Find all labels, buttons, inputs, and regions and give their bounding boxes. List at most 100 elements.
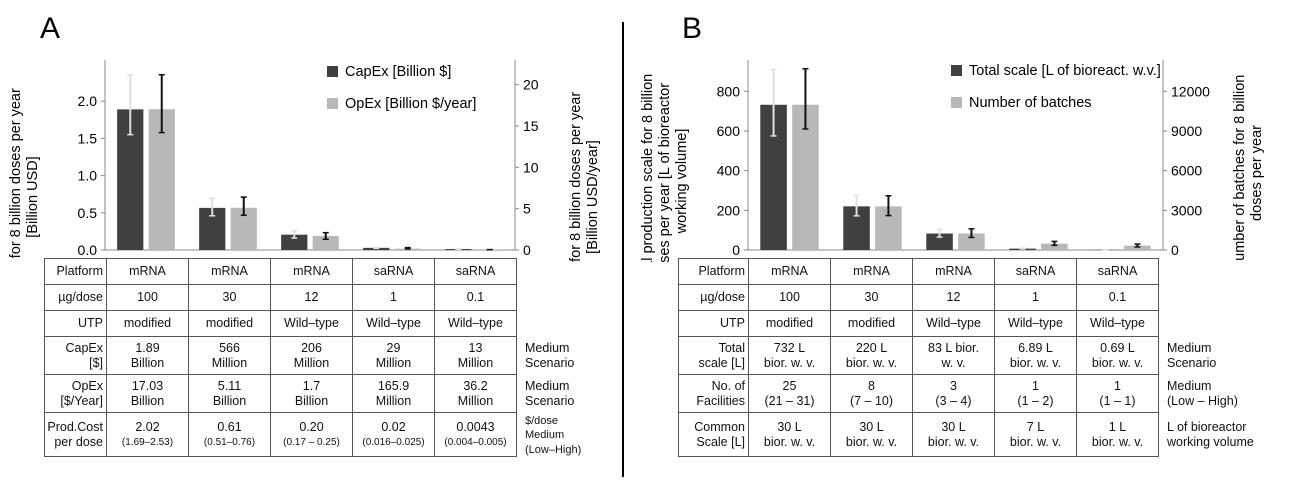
- row-note: Medium Scenario: [1167, 341, 1217, 370]
- y2-tick-label: 12000: [1171, 83, 1210, 99]
- legend-swatch: [951, 97, 962, 108]
- chart-b: B 0 200 400 600 800 0 3000 6000 9000 12000 Total pr…: [640, 12, 1265, 262]
- panel-divider: [622, 22, 624, 477]
- table-cell: 206 Million: [270, 336, 353, 375]
- table-cell: Wild–type: [912, 310, 995, 337]
- y-tick-label: 0.0: [78, 242, 98, 258]
- table-cell: saRNA: [994, 258, 1077, 285]
- row-note: $/dose Medium (Low–High): [525, 414, 582, 456]
- table-cell: 1 (1 – 2): [994, 374, 1077, 413]
- table-cell: 0.1: [434, 284, 517, 311]
- table-cell: modified: [106, 310, 189, 337]
- row-note: [1159, 259, 1263, 285]
- row-note: L of bioreactor working volume: [1167, 420, 1254, 449]
- table-cell: mRNA: [106, 258, 189, 285]
- y-tick-label: 0: [732, 242, 740, 258]
- row-label: Total scale [L]: [678, 336, 749, 375]
- y2-tick-label: 0: [523, 242, 531, 258]
- table-cell: modified: [830, 310, 913, 337]
- legend-swatch: [951, 65, 962, 76]
- table-cell: 1: [994, 284, 1077, 311]
- row-note: [1159, 311, 1263, 337]
- y-tick-label: 1.0: [78, 168, 98, 184]
- table-cell: 12: [912, 284, 995, 311]
- table-cell: mRNA: [188, 258, 271, 285]
- bar: [1041, 243, 1068, 250]
- y-tick-label: 2.0: [78, 93, 98, 109]
- bar: [281, 234, 308, 250]
- table-cell: 2.02 (1.69–2.53): [106, 412, 189, 457]
- table-cell: Wild–type: [1076, 310, 1159, 337]
- y2-tick-label: 6000: [1171, 163, 1202, 179]
- y-axis-label: CapEx for 8 billion doses per year[Billi…: [8, 88, 41, 262]
- y2-axis-label: OpEx for 8 billion doses per year[Billio…: [568, 92, 601, 262]
- row-note: Medium (Low – High): [1167, 379, 1238, 408]
- row-label: Prod.Cost per dose: [44, 412, 107, 457]
- table-cell: mRNA: [748, 258, 831, 285]
- y2-tick-label: 9000: [1171, 123, 1202, 139]
- table-cell: Wild–type: [434, 310, 517, 337]
- y2-axis-label: Number of batches for 8 billiondoses per…: [1232, 75, 1265, 262]
- y2-tick-label: 0: [1171, 242, 1179, 258]
- y-tick-label: 0.5: [78, 205, 98, 221]
- table-cell: modified: [748, 310, 831, 337]
- row-note: Medium Scenario: [525, 341, 575, 370]
- table-cell: 36.2 Million: [434, 374, 517, 413]
- bar: [926, 233, 953, 250]
- row-note: [1159, 285, 1263, 311]
- bar: [1124, 245, 1151, 250]
- table-cell: mRNA: [912, 258, 995, 285]
- table-cell: saRNA: [434, 258, 517, 285]
- table-b: Platform mRNA mRNA mRNA saRNA saRNA µg/dose 100…: [678, 258, 1263, 457]
- table-cell: 29 Million: [352, 336, 435, 375]
- y2-tick-label: 20: [523, 77, 539, 93]
- table-row: No. of Facilities 25 (21 – 31) 8 (7 – 10) 3 (3 …: [678, 374, 1263, 413]
- table-row: UTP modified modified Wild–type Wild–type Wil…: [44, 310, 607, 337]
- y-tick-label: 600: [717, 123, 741, 139]
- table-cell: 1: [352, 284, 435, 311]
- table-cell: 1 (1 – 1): [1076, 374, 1159, 413]
- table-cell: modified: [188, 310, 271, 337]
- y-axis-label: Total production scale for 8 billiondose…: [640, 74, 690, 262]
- table-row: µg/dose 100 30 12 1 0.1: [44, 284, 607, 311]
- y2-tick-label: 10: [523, 159, 539, 175]
- legend-swatch: [327, 66, 338, 77]
- table-cell: 100: [106, 284, 189, 311]
- table-cell: 13 Million: [434, 336, 517, 375]
- y2-tick-label: 15: [523, 118, 539, 134]
- legend-label: Number of batches: [969, 95, 1092, 111]
- table-cell: 1.7 Billion: [270, 374, 353, 413]
- table-cell: Wild–type: [270, 310, 353, 337]
- table-cell: 165.9 Million: [352, 374, 435, 413]
- table-cell: mRNA: [830, 258, 913, 285]
- y-tick-label: 400: [717, 163, 741, 179]
- table-row: UTP modified modified Wild–type Wild–type Wil…: [678, 310, 1263, 337]
- row-label: OpEx [$/Year]: [44, 374, 107, 413]
- table-cell: Wild–type: [352, 310, 435, 337]
- y2-tick-label: 3000: [1171, 202, 1202, 218]
- bar: [958, 233, 985, 250]
- row-label: UTP: [44, 310, 107, 337]
- row-label: Common Scale [L]: [678, 412, 749, 457]
- table-row: Prod.Cost per dose 2.02 (1.69–2.53) 0.61 (0.5…: [44, 412, 607, 457]
- table-cell: 0.0043 (0.004–0.005): [434, 412, 517, 457]
- row-label: Platform: [44, 258, 107, 285]
- row-note: [517, 285, 607, 311]
- table-cell: 0.02 (0.016–0.025): [352, 412, 435, 457]
- row-label: CapEx [$]: [44, 336, 107, 375]
- panel-letter: A: [40, 12, 60, 45]
- panel-letter: B: [682, 12, 702, 45]
- table-cell: 0.1: [1076, 284, 1159, 311]
- table-cell: saRNA: [352, 258, 435, 285]
- row-label: µg/dose: [44, 284, 107, 311]
- table-cell: 100: [748, 284, 831, 311]
- table-cell: 0.61 (0.51–0.76): [188, 412, 271, 457]
